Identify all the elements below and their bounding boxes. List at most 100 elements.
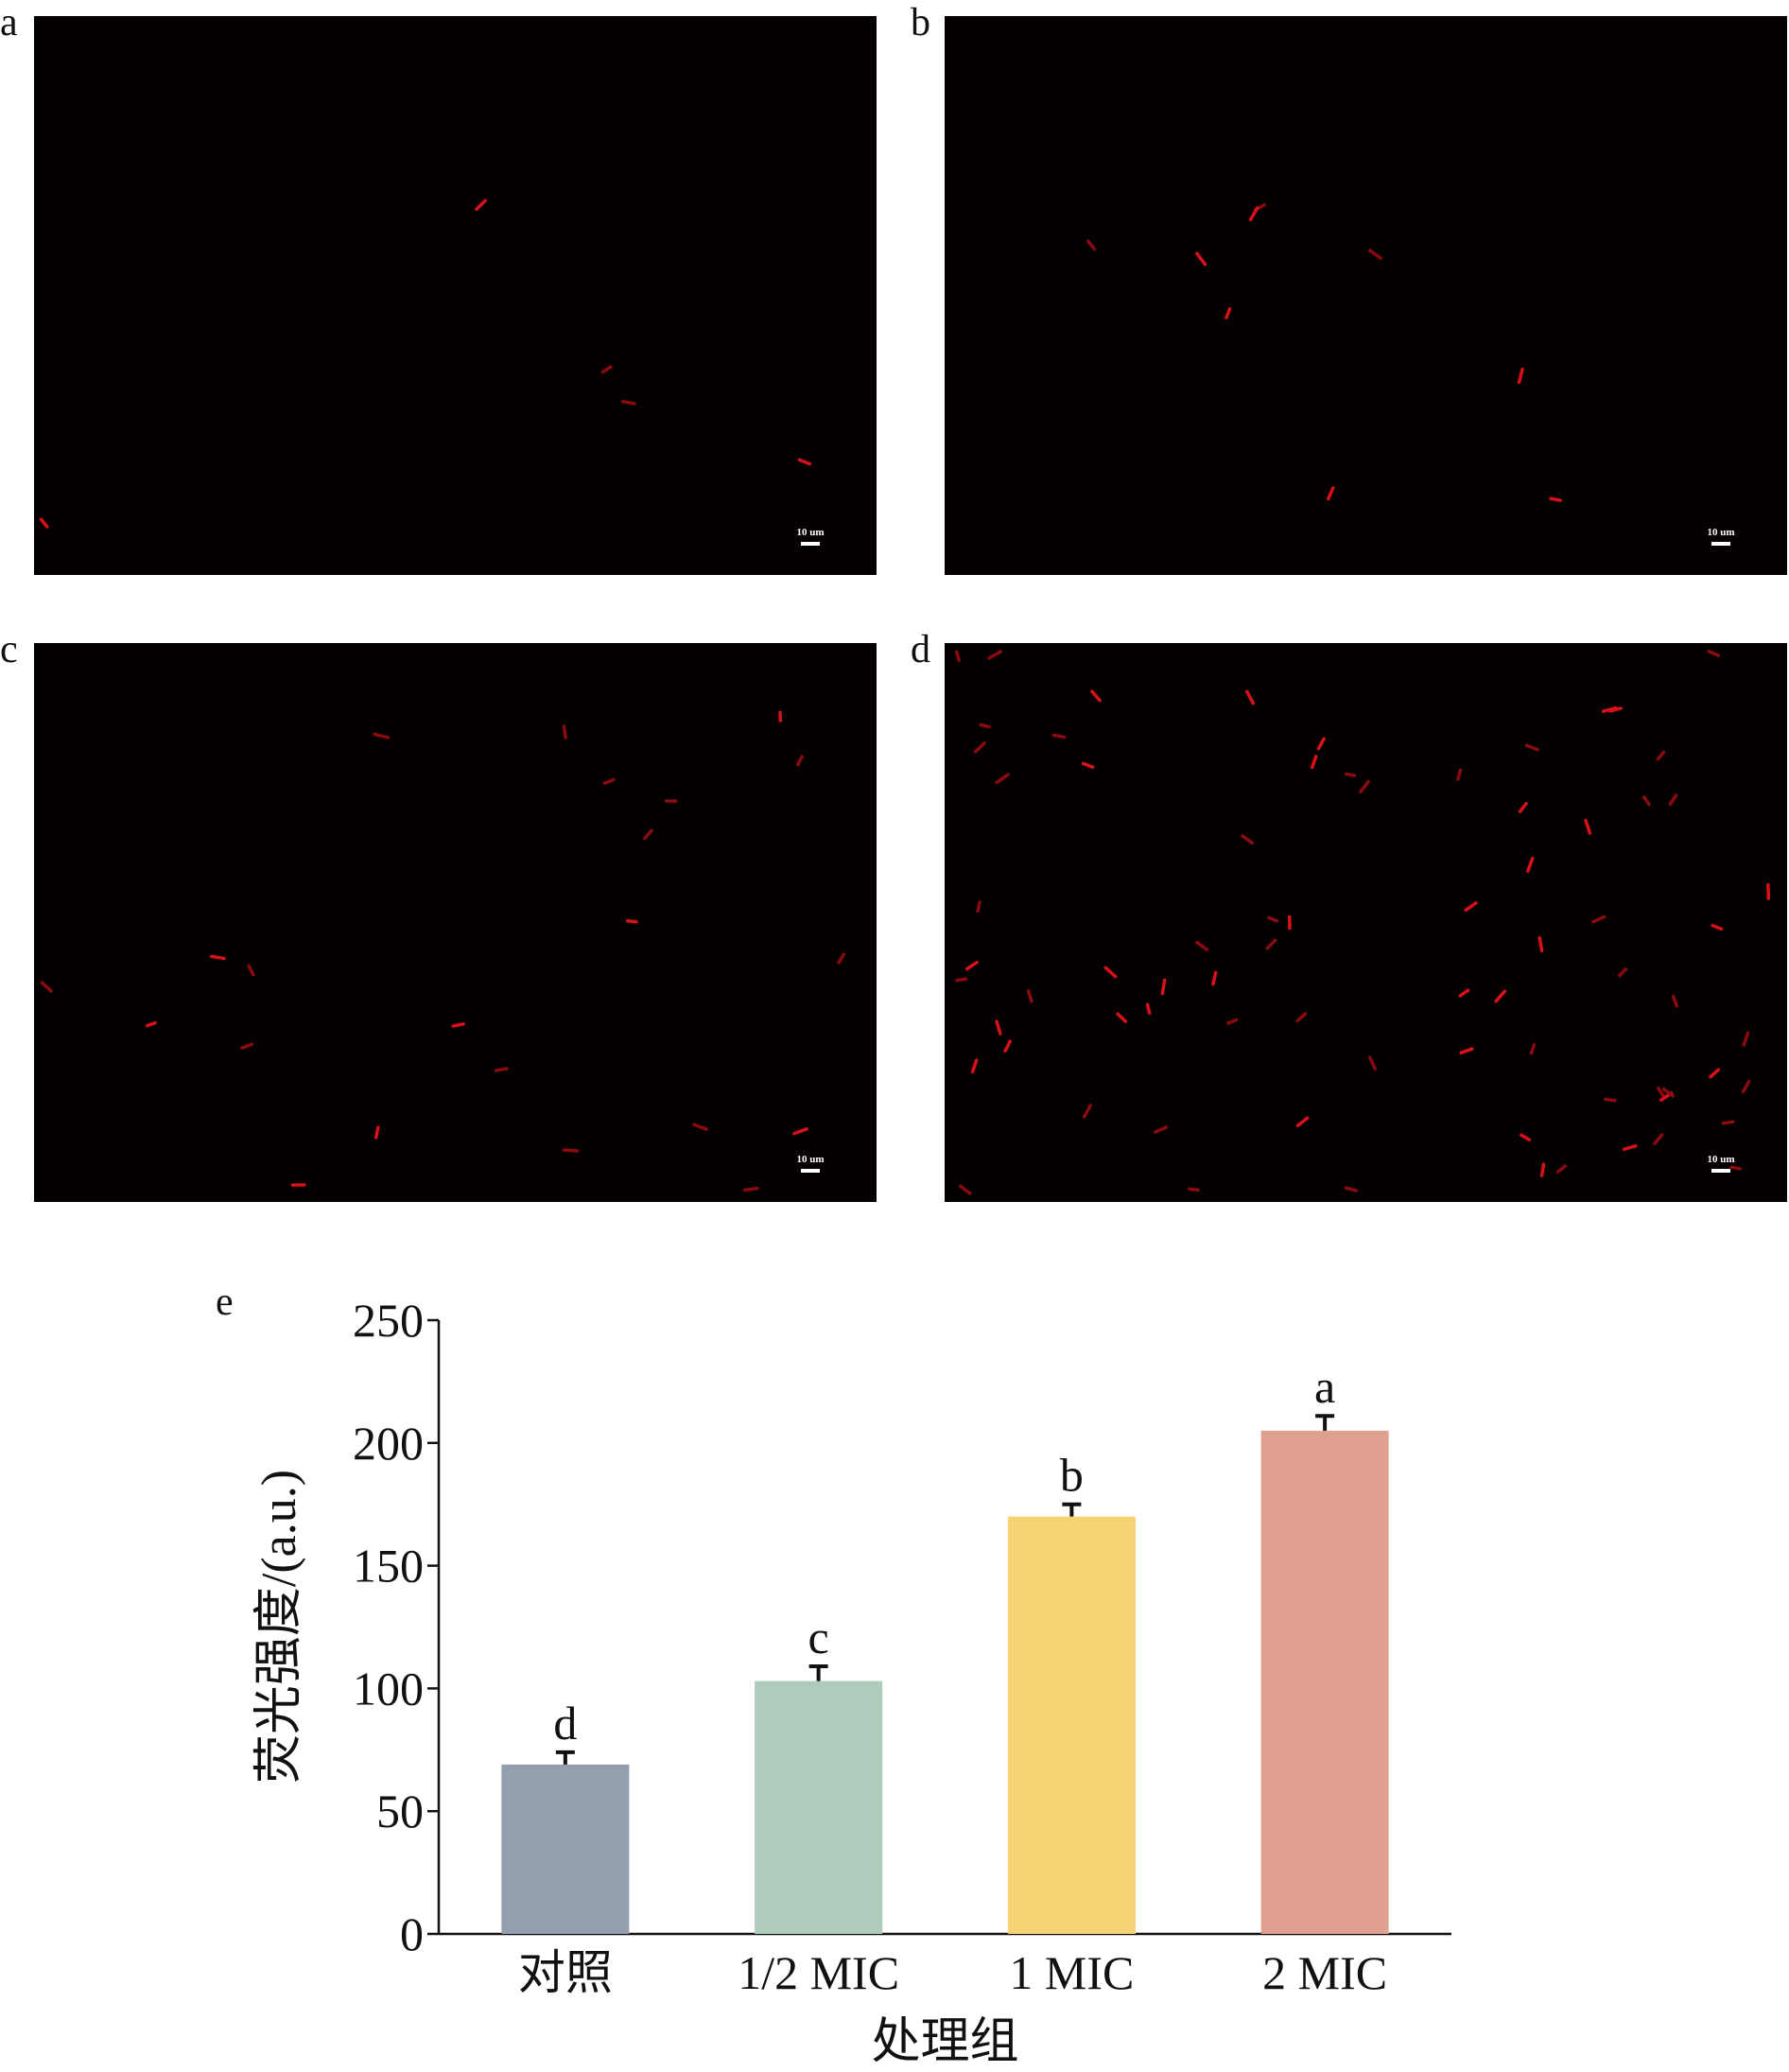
cell (1742, 1031, 1750, 1047)
cell (1003, 1039, 1012, 1053)
cell (625, 918, 638, 924)
cell (1051, 733, 1067, 740)
cell (1267, 915, 1279, 923)
cell (1529, 1043, 1537, 1055)
cell (562, 1148, 580, 1153)
cell (373, 732, 391, 740)
bar (755, 1680, 883, 1934)
cell (642, 828, 653, 841)
cell (1316, 737, 1327, 751)
cell (1295, 1116, 1310, 1128)
cell (664, 799, 678, 803)
cell (373, 1125, 380, 1140)
scale-bar-label: 10 um (796, 1154, 824, 1165)
cell (1526, 856, 1535, 873)
cell (1464, 901, 1478, 913)
cell (1026, 989, 1033, 1003)
cell (1668, 793, 1678, 807)
cell (1537, 935, 1544, 953)
cell (995, 1019, 1002, 1036)
cell (792, 1127, 808, 1136)
cell (1367, 1055, 1378, 1071)
cell (1160, 978, 1167, 996)
cell (1671, 994, 1679, 1008)
cell (40, 981, 53, 993)
cell (1741, 1079, 1751, 1093)
cell (837, 952, 846, 965)
x-tick-label: 对照 (518, 1946, 613, 1999)
cell (1195, 252, 1207, 267)
cell (494, 1067, 509, 1072)
cell (1244, 689, 1256, 705)
cell (1225, 306, 1232, 320)
cell (1549, 496, 1562, 502)
scale-bar-label: 10 um (1707, 527, 1734, 538)
micrograph (945, 16, 1787, 575)
panel-label: e (216, 1280, 234, 1324)
cell (964, 960, 979, 971)
cell (1721, 1120, 1735, 1125)
cell (1459, 1047, 1474, 1055)
scale-bar (1711, 1169, 1730, 1173)
scale-bar (1711, 542, 1730, 546)
micrograph (34, 643, 877, 1202)
panel-label: c (0, 628, 18, 671)
cell (1604, 1097, 1617, 1103)
cell (987, 650, 1002, 660)
error-bar (1315, 1414, 1335, 1431)
cell (1359, 779, 1370, 793)
error-bar (555, 1750, 575, 1765)
cell (1711, 923, 1724, 932)
scale-bar (801, 542, 820, 546)
cell (1656, 750, 1666, 761)
cell (1653, 1133, 1664, 1145)
cell (1310, 755, 1318, 770)
cell (620, 399, 636, 406)
y-tick-label: 0 (400, 1907, 424, 1960)
cell (1154, 1125, 1169, 1134)
cell (692, 1123, 708, 1131)
cell (1661, 1087, 1675, 1098)
cell (1555, 1164, 1568, 1174)
error-bar (1062, 1502, 1082, 1517)
cell (1265, 938, 1277, 950)
cell (742, 1186, 759, 1193)
cell (1081, 761, 1095, 770)
scale-bar-label: 10 um (796, 527, 824, 538)
cell (1326, 486, 1335, 501)
cell (1090, 689, 1102, 703)
y-tick-label: 150 (353, 1540, 424, 1593)
y-tick-label: 100 (353, 1662, 424, 1715)
cell (797, 458, 812, 466)
cell (1622, 1143, 1638, 1152)
y-tick-label: 200 (353, 1417, 424, 1470)
cell (1520, 1133, 1532, 1142)
cell (1729, 1165, 1742, 1171)
cell (955, 977, 968, 983)
cell (1188, 1187, 1200, 1193)
cell (247, 964, 255, 977)
cell (1494, 989, 1507, 1003)
y-tick-label: 250 (353, 1294, 424, 1347)
cell (959, 1184, 972, 1195)
panel-label: a (0, 1, 18, 44)
cell (39, 517, 49, 529)
micrograph (945, 643, 1787, 1202)
cell (1618, 967, 1628, 978)
cell (1539, 1162, 1546, 1177)
significance-label: a (1314, 1360, 1335, 1413)
cell (1524, 743, 1539, 752)
cell (1766, 883, 1771, 900)
cell (954, 650, 961, 662)
cell (1707, 649, 1721, 658)
cell (1226, 1018, 1239, 1025)
cell (1456, 768, 1463, 781)
x-tick-label: 1/2 MIC (738, 1946, 899, 1999)
micrograph (34, 16, 877, 575)
error-bar (808, 1664, 828, 1681)
cell (1211, 970, 1218, 986)
y-tick-label: 50 (376, 1785, 424, 1837)
cell (1103, 966, 1118, 979)
